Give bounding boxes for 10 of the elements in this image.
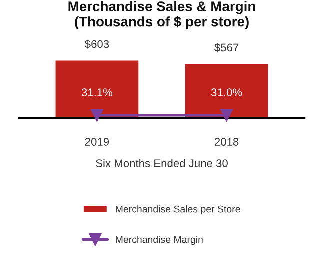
legend-label: Merchandise Sales per Store bbox=[116, 206, 240, 215]
chart-title: Merchandise Sales & Margin (Thousands of $ per store) bbox=[68, 1, 256, 30]
data-label: $567 bbox=[214, 43, 239, 52]
x-axis-title: Six Months Ended June 30 bbox=[96, 159, 228, 168]
data-label: $603 bbox=[84, 40, 110, 49]
data-label: 31.0% bbox=[211, 88, 242, 97]
legend-label: Merchandise Margin bbox=[116, 236, 203, 246]
x-tick-label: 2019 bbox=[85, 138, 110, 146]
data-label: 31.1% bbox=[82, 88, 113, 96]
x-tick-label: 2018 bbox=[215, 138, 239, 146]
